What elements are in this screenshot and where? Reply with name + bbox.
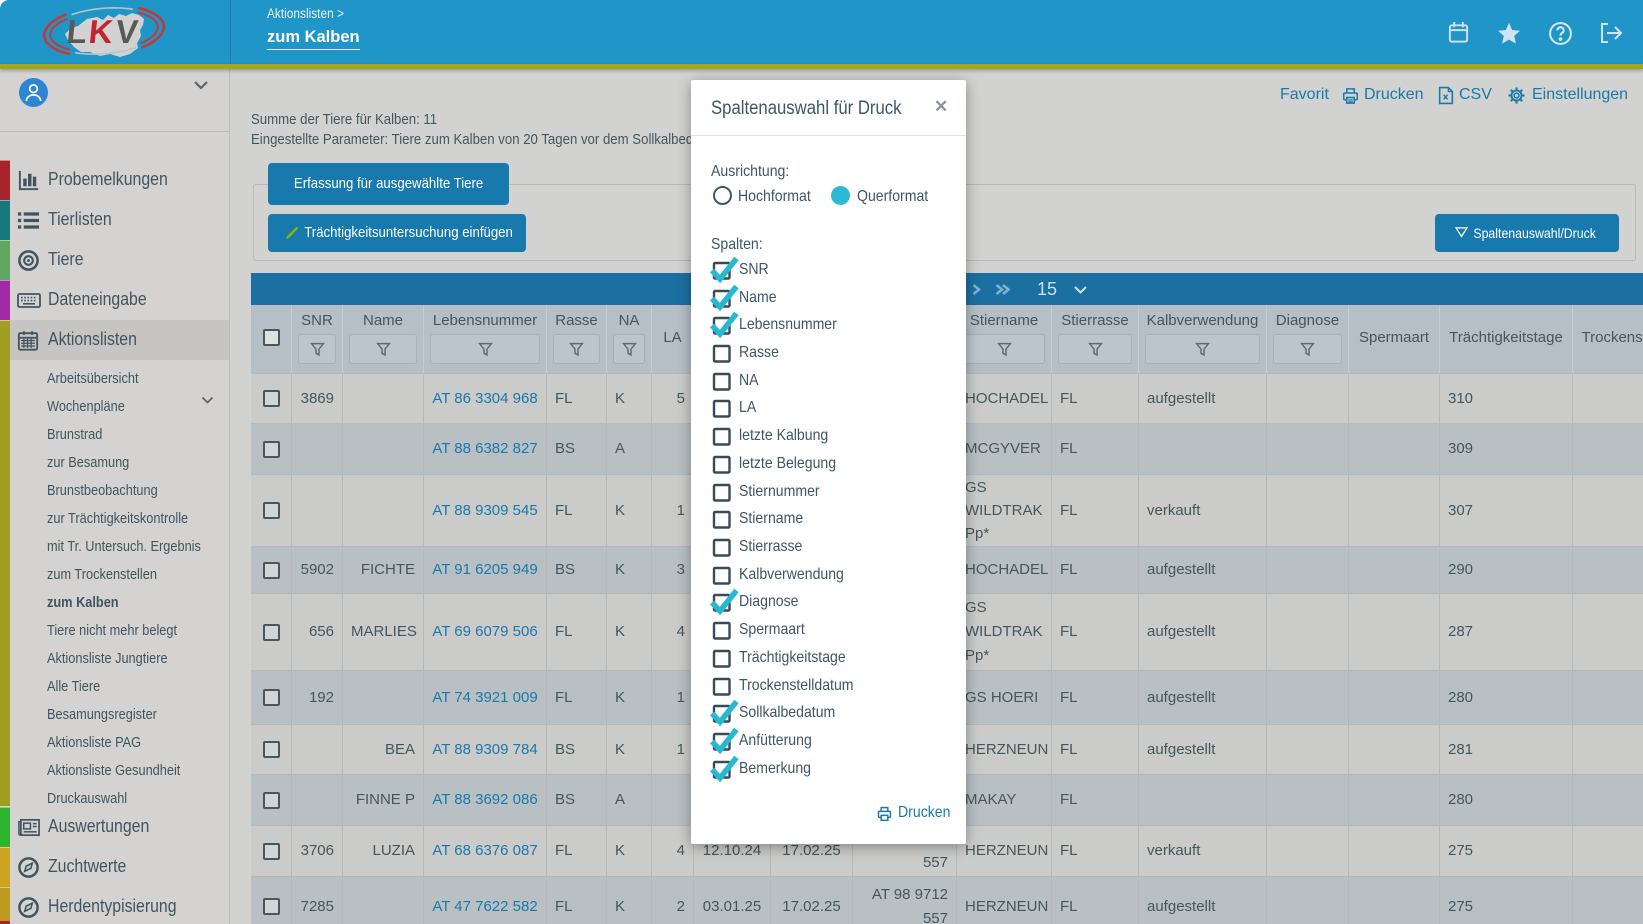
svg-text:V: V: [114, 14, 140, 51]
svg-text:L: L: [65, 14, 89, 51]
svg-text:K: K: [87, 14, 115, 51]
